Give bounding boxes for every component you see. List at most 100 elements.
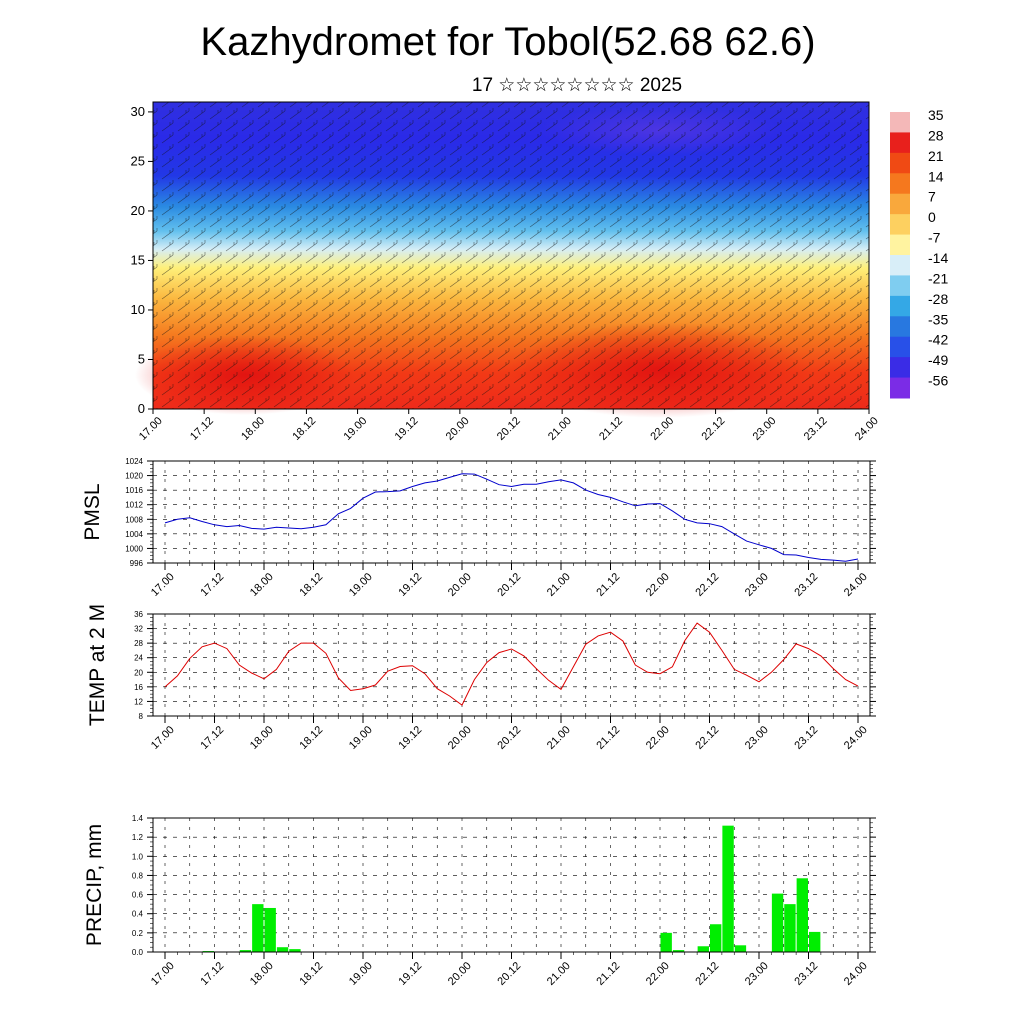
- heatmap-y-tick-label: 0: [138, 401, 145, 416]
- temp-x-axis: 17.00 17.12 18.00 18.12 19.00 19.12 20.00 20.12…: [149, 716, 870, 752]
- temp-y-tick-label: 20: [134, 668, 143, 677]
- heatmap-x-tick-label: 20.12: [495, 415, 523, 443]
- colorbar-label: -14: [928, 250, 948, 266]
- colorbar-segment: [890, 357, 910, 379]
- colorbar-label: -49: [928, 352, 948, 368]
- pmsl-y-tick-label: 1008: [125, 515, 143, 524]
- temp-y-tick-label: 8: [139, 712, 144, 721]
- colorbar-segment: [890, 193, 910, 215]
- pmsl-grid: [153, 460, 870, 564]
- precip-x-tick-label: 17.00: [149, 960, 177, 988]
- precip-bar: [697, 946, 709, 952]
- colorbar-segment: [890, 295, 910, 317]
- precip-bar: [672, 950, 685, 952]
- pmsl-frame: [152, 460, 871, 564]
- colorbar-label: -28: [928, 291, 948, 307]
- pmsl-x-tick-label: 21.12: [594, 571, 622, 599]
- precip-x-tick-label: 20.12: [495, 960, 523, 988]
- pmsl-y-tick-label: 1004: [125, 530, 143, 539]
- pmsl-x-tick-label: 19.12: [396, 571, 424, 599]
- pmsl-series-line: [164, 473, 859, 562]
- heatmap-x-tick-label: 22.12: [699, 415, 727, 443]
- colorbar: 35 28 21 14 7 0 -7 -14 -21 -28 -35 -42 -49 -56: [890, 107, 948, 399]
- colorbar-label: 28: [928, 127, 944, 143]
- temp-panel: 8 12 16 20 24 28 32 36 17.00 17.12 18.00 18.12 19.0…: [86, 604, 876, 752]
- temp-y-tick-label: 28: [134, 639, 143, 648]
- temp-y-axis: 8 12 16 20 24 28 32 36: [134, 610, 876, 721]
- pmsl-x-tick-label: 23.00: [743, 571, 771, 599]
- colorbar-label: -42: [928, 332, 948, 348]
- heatmap-x-tick-label: 20.00: [444, 415, 472, 443]
- heatmap-x-tick-label: 19.12: [393, 415, 421, 443]
- precip-bar: [796, 878, 808, 952]
- colorbar-label: 7: [928, 189, 936, 205]
- precip-bar: [710, 924, 722, 952]
- precip-x-tick-label: 23.00: [743, 960, 771, 988]
- precip-x-tick-label: 19.12: [396, 960, 424, 988]
- colorbar-label: 0: [928, 209, 936, 225]
- pmsl-x-tick-label: 22.12: [693, 571, 721, 599]
- colorbar-label: 35: [928, 107, 944, 123]
- heatmap-x-tick-label: 18.12: [290, 415, 318, 443]
- temp-x-tick-label: 20.00: [446, 724, 474, 752]
- pmsl-x-tick-label: 19.00: [347, 571, 375, 599]
- temp-y-tick-label: 24: [134, 654, 143, 663]
- pmsl-y-axis: 996 1000 1004 1008 1012 1016 1020 1024: [125, 457, 876, 568]
- precip-bar: [252, 904, 264, 952]
- colorbar-segment: [890, 316, 910, 338]
- heatmap-x-tick-label: 24.00: [853, 415, 881, 443]
- temp-ylabel: TEMP at 2 M: [86, 604, 109, 726]
- pmsl-x-tick-label: 24.00: [842, 571, 870, 599]
- temp-x-tick-label: 18.12: [297, 724, 325, 752]
- colorbar-segment: [890, 377, 910, 399]
- heatmap-x-tick-label: 17.12: [188, 415, 216, 443]
- colorbar-segment: [890, 275, 910, 297]
- precip-x-tick-label: 18.00: [248, 960, 276, 988]
- precip-bar: [722, 825, 734, 952]
- colorbar-segment: [890, 112, 910, 133]
- pmsl-x-tick-label: 18.00: [248, 571, 276, 599]
- temp-x-tick-label: 23.00: [743, 724, 771, 752]
- precip-y-tick-label: 0.2: [132, 929, 144, 938]
- precip-y-tick-label: 0.8: [132, 871, 144, 880]
- heatmap-y-tick-label: 20: [131, 203, 145, 218]
- colorbar-segment: [890, 255, 910, 276]
- temp-x-tick-label: 20.12: [495, 724, 523, 752]
- heatmap-y-tick-label: 25: [131, 153, 145, 168]
- precip-y-tick-label: 0.0: [132, 948, 144, 957]
- pmsl-y-tick-label: 1024: [125, 457, 143, 466]
- heatmap-y-tick-label: 15: [131, 252, 145, 267]
- temp-x-tick-label: 19.00: [347, 724, 375, 752]
- temp-x-tick-label: 17.12: [198, 724, 226, 752]
- colorbar-segment: [890, 173, 910, 195]
- heatmap-y-tick-label: 5: [138, 351, 145, 366]
- pmsl-x-tick-label: 20.12: [495, 571, 523, 599]
- heatmap-x-tick-label: 23.12: [802, 415, 830, 443]
- precip-ylabel: PRECIP, mm: [83, 824, 106, 946]
- precip-bar: [784, 904, 796, 952]
- colorbar-segment: [890, 152, 910, 174]
- precip-bar: [809, 931, 821, 952]
- precip-y-tick-label: 1.0: [132, 852, 144, 861]
- pmsl-x-tick-label: 21.00: [545, 571, 573, 599]
- temp-y-tick-label: 36: [134, 610, 143, 619]
- precip-bar: [771, 893, 784, 952]
- chart-subtitle: 17 ☆☆☆☆☆☆☆☆ 2025: [472, 75, 682, 96]
- heatmap-x-tick-label: 19.00: [341, 415, 369, 443]
- precip-x-axis: 17.00 17.12 18.00 18.12 19.00 19.12 20.00 20.12…: [149, 952, 870, 988]
- pmsl-x-tick-label: 20.00: [446, 571, 474, 599]
- pmsl-y-tick-label: 1000: [125, 544, 143, 553]
- temp-x-tick-label: 23.12: [792, 724, 820, 752]
- precip-x-tick-label: 21.12: [594, 960, 622, 988]
- pmsl-x-tick-label: 18.12: [297, 571, 325, 599]
- precip-bar: [289, 949, 301, 952]
- temp-x-tick-label: 21.00: [545, 724, 573, 752]
- precip-bar: [660, 932, 672, 952]
- temp-grid: [153, 613, 870, 717]
- heatmap-x-tick-label: 17.00: [137, 415, 165, 443]
- pmsl-x-tick-label: 17.00: [149, 571, 177, 599]
- temp-x-tick-label: 19.12: [396, 724, 424, 752]
- heatmap-y-tick-label: 30: [131, 104, 145, 119]
